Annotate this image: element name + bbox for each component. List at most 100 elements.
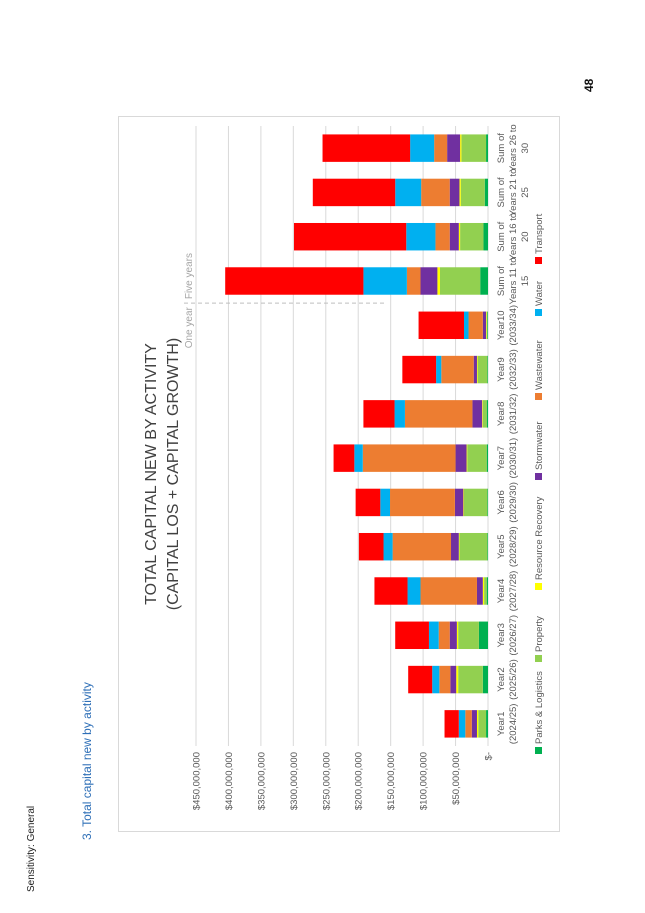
bar-segment — [410, 134, 435, 162]
bar-segment — [407, 577, 421, 605]
bar-segment — [460, 134, 462, 162]
bar-segment — [421, 178, 450, 207]
stacked-bar-chart: One year Five years $- $50,000,000 $100,00… — [143, 124, 545, 810]
bar-segment — [374, 577, 408, 605]
one-year-annotation: One year — [184, 306, 195, 348]
bar-segment — [402, 355, 437, 384]
bar-segment — [458, 665, 483, 694]
legend-swatch — [535, 747, 542, 754]
bar-segment — [458, 621, 479, 650]
bar-segment — [454, 488, 464, 517]
x-tick-label: (2028/29) — [508, 526, 519, 567]
bar-segment — [406, 222, 436, 251]
bar-segment — [482, 311, 487, 340]
bar-segment — [473, 355, 477, 384]
bar-segment — [486, 577, 488, 605]
bar-segment — [395, 178, 422, 207]
bar-segment — [482, 400, 487, 428]
x-tick-label: Sum of — [496, 266, 507, 296]
chart-frame — [118, 116, 560, 832]
bar-segment — [449, 178, 460, 207]
gridlines — [195, 126, 489, 746]
x-tick-label: Year6 — [496, 490, 507, 514]
bar-segment — [449, 222, 459, 251]
bar-segment — [444, 710, 459, 738]
bar-segment — [459, 532, 488, 561]
x-tick-label: Year4 — [496, 579, 507, 603]
bar-segment — [449, 621, 457, 650]
bar-segment — [486, 444, 488, 472]
x-tick-label: (2026/27) — [508, 615, 519, 656]
bar-segment — [487, 311, 488, 340]
x-tick-label: Year5 — [496, 534, 507, 558]
bar-segment — [463, 311, 469, 340]
x-tick-label: Years 21 to — [508, 169, 519, 217]
bar-segment — [482, 665, 489, 694]
x-tick-label: (2029/30) — [508, 482, 519, 523]
x-tick-label: 25 — [520, 187, 531, 198]
bar-segment — [486, 134, 489, 162]
y-tick-label: $- — [484, 752, 495, 760]
bar-segment — [363, 267, 407, 295]
legend-label: Stormwater — [534, 421, 545, 470]
x-tick-label: 20 — [520, 231, 531, 242]
x-tick-label: Year9 — [496, 357, 507, 381]
bar-segment — [363, 400, 395, 428]
x-tick-label: Year7 — [496, 446, 507, 470]
bars — [225, 134, 489, 738]
bar-segment — [322, 134, 411, 162]
bar-segment — [455, 444, 467, 472]
legend-swatch — [535, 655, 542, 662]
bar-segment — [476, 355, 478, 384]
legend-swatch — [535, 309, 542, 316]
bar-segment — [458, 222, 461, 251]
bar-segment — [482, 577, 485, 605]
bar-segment — [418, 311, 464, 340]
bar-segment — [477, 355, 488, 384]
bar-segment — [439, 267, 481, 295]
x-axis-category-labels: Year1 (2024/25) Year2 (2025/26) Year3 (2026/2… — [496, 124, 531, 744]
section-heading: 3. Total capital new by activity — [80, 682, 94, 840]
x-tick-label: Year3 — [496, 623, 507, 647]
bar-segment — [460, 222, 484, 251]
bar-segment — [480, 267, 489, 295]
y-tick-label: $150,000,000 — [386, 752, 397, 810]
bar-segment — [358, 532, 384, 561]
x-tick-label: (2027/28) — [508, 571, 519, 612]
bar-segment — [460, 178, 485, 207]
x-tick-label: Years 16 to — [508, 213, 519, 261]
x-tick-label: Years 26 to — [508, 124, 519, 172]
bar-segment — [471, 710, 477, 738]
x-tick-label: 15 — [520, 276, 531, 287]
bar-segment — [461, 134, 487, 162]
bar-segment — [466, 444, 468, 472]
bar-segment — [483, 222, 488, 251]
bar-segment — [482, 400, 483, 428]
x-tick-label: Year10 — [496, 310, 507, 340]
x-tick-label: (2033/34) — [508, 305, 519, 346]
legend-label: Water — [534, 281, 545, 306]
bar-segment — [383, 532, 393, 561]
bar-segment — [463, 488, 464, 517]
bar-segment — [312, 178, 396, 207]
y-axis-tick-labels: $- $50,000,000 $100,000,000 $150,000,000 $20… — [192, 752, 495, 810]
bar-segment — [439, 665, 451, 694]
x-tick-label: (2032/33) — [508, 349, 519, 390]
x-tick-label: Sum of — [496, 221, 507, 251]
legend-label: Property — [534, 616, 545, 652]
x-tick-label: (2025/26) — [508, 659, 519, 700]
x-tick-label: (2030/31) — [508, 438, 519, 479]
bar-segment — [478, 621, 489, 650]
legend-label: Parks & Logistics — [534, 671, 545, 744]
x-tick-label: (2031/32) — [508, 394, 519, 435]
bar-segment — [458, 532, 460, 561]
bar-segment — [441, 355, 474, 384]
legend-swatch — [535, 473, 542, 480]
legend-label: Resource Recovery — [534, 496, 545, 580]
bar-segment — [428, 621, 439, 650]
bar-segment — [484, 577, 487, 605]
bar-segment — [435, 222, 450, 251]
bar-segment — [395, 621, 429, 650]
bar-segment — [333, 444, 355, 472]
bar-segment — [420, 267, 438, 295]
